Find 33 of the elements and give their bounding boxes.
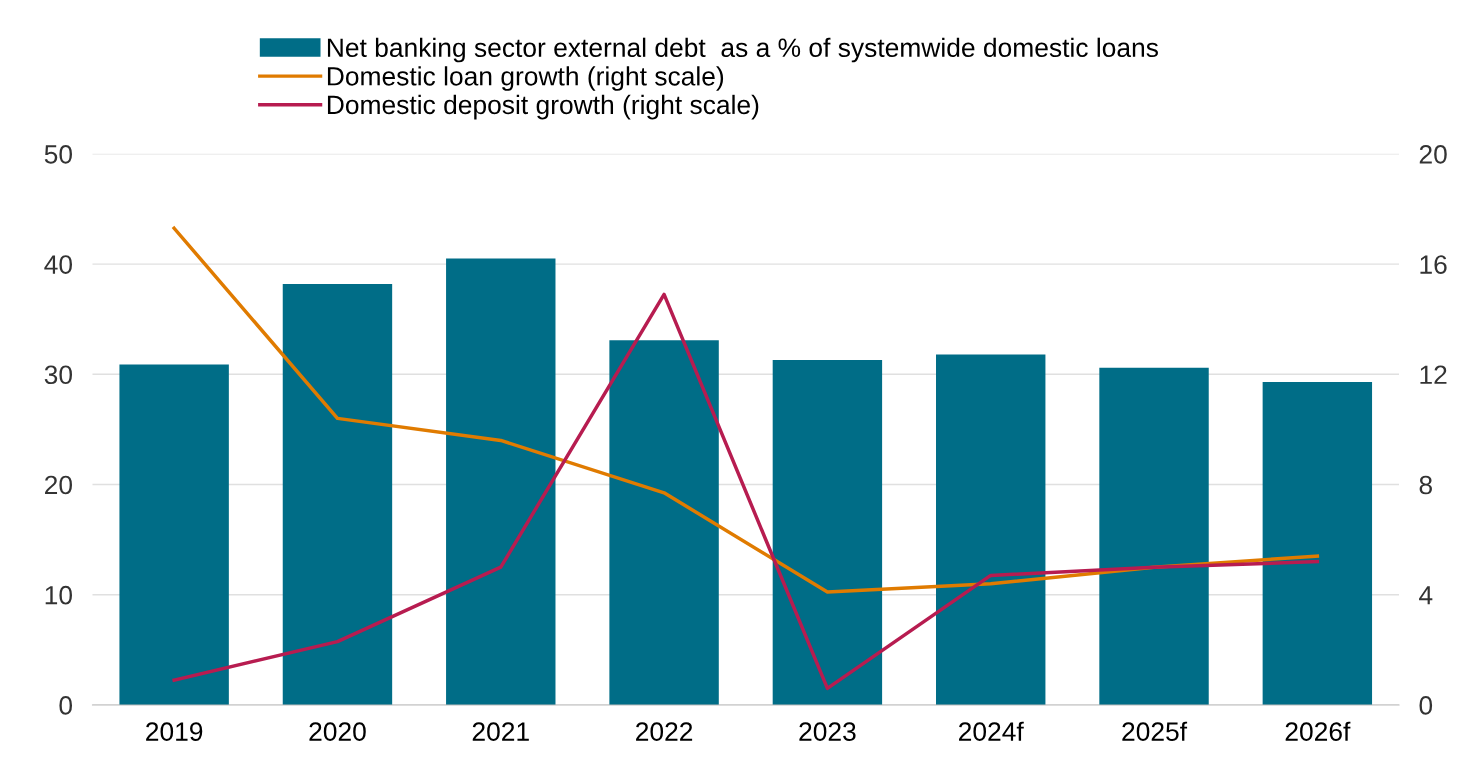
bar <box>119 364 229 705</box>
bar <box>1262 382 1373 705</box>
line-series <box>172 226 1320 594</box>
x-tick-label: 2021 <box>472 722 529 741</box>
bar <box>446 258 556 705</box>
legend-label: Domestic deposit growth (right scale) <box>327 94 759 120</box>
bar <box>609 340 719 705</box>
x-tick-label: 2019 <box>146 722 203 741</box>
y-tick-label: 40 <box>44 255 73 274</box>
y2-tick-label: 0 <box>1419 696 1433 715</box>
bar <box>936 354 1046 705</box>
y-tick-label: 30 <box>44 365 73 385</box>
y2-tick-label: 8 <box>1419 475 1432 495</box>
x-tick-label: 2024f <box>959 721 1024 741</box>
y-tick-label: 0 <box>59 696 73 715</box>
y2-tick-label: 16 <box>1420 255 1447 274</box>
x-tick-label: 2023 <box>799 722 856 741</box>
y-tick-label: 10 <box>45 585 73 605</box>
y-tick-label: 20 <box>45 475 73 495</box>
y2-tick-label: 4 <box>1419 586 1433 605</box>
bar <box>772 359 883 705</box>
legend-label: Domestic loan growth (right scale) <box>327 66 724 91</box>
line-series <box>172 292 1320 691</box>
x-tick-label: 2020 <box>309 722 366 741</box>
bar <box>282 283 393 705</box>
x-tick-label: 2022 <box>636 722 693 741</box>
y2-tick-label: 20 <box>1419 145 1447 164</box>
x-tick-label: 2026f <box>1285 721 1351 741</box>
y2-tick-label: 12 <box>1420 365 1447 384</box>
x-tick-label: 2025f <box>1122 721 1188 741</box>
y-tick-label: 50 <box>44 145 73 164</box>
bar <box>1099 367 1209 705</box>
legend-label: Net banking sector external debt as a % of systemwide domestic loans <box>327 37 1158 63</box>
